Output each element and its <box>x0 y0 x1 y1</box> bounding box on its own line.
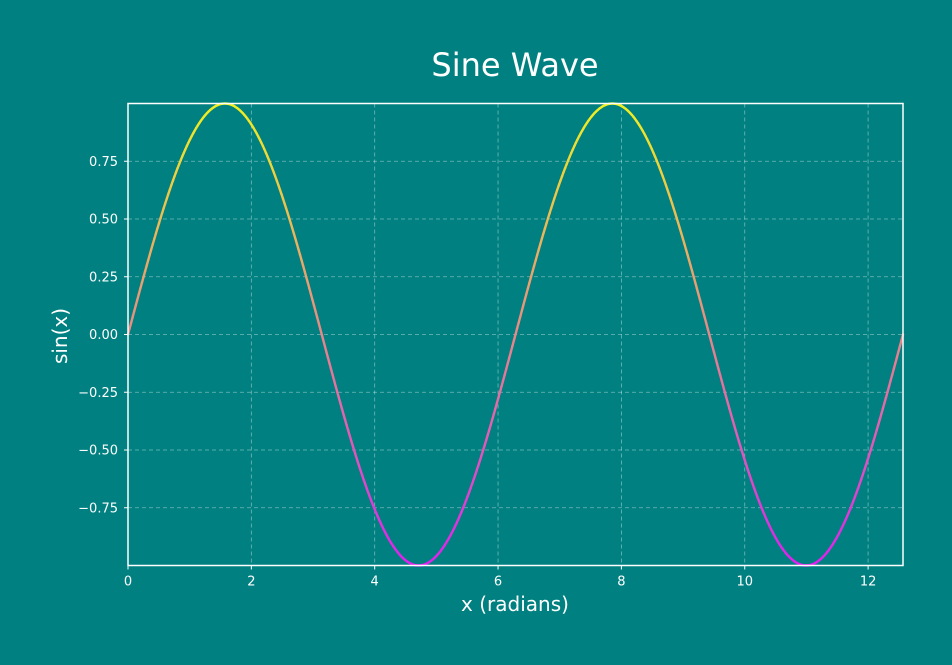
y-tick-label: −0.25 <box>78 386 118 401</box>
y-tick-label: −0.75 <box>78 501 118 516</box>
x-tick-label: 6 <box>494 575 502 590</box>
y-tick-label: −0.50 <box>78 444 118 459</box>
x-tick-label: 12 <box>860 575 877 590</box>
y-tick-label: 0.75 <box>89 155 118 170</box>
y-tick-label: 0.50 <box>89 213 118 228</box>
x-axis-label: x (radians) <box>461 592 569 616</box>
x-tick-label: 2 <box>247 575 255 590</box>
grid <box>128 103 903 566</box>
y-tick-label: 0.25 <box>89 270 118 285</box>
x-axis: 0 2 4 6 8 10 12 <box>124 565 877 590</box>
x-tick-label: 4 <box>371 575 379 590</box>
y-axis: −0.75 −0.50 −0.25 0.00 0.25 0.50 0.75 <box>78 155 128 516</box>
chart-title: Sine Wave <box>431 46 598 84</box>
y-tick-label: 0.00 <box>89 328 118 343</box>
x-tick-label: 10 <box>736 575 753 590</box>
x-tick-label: 0 <box>124 575 132 590</box>
x-tick-label: 8 <box>617 575 625 590</box>
y-axis-label: sin(x) <box>48 308 72 364</box>
